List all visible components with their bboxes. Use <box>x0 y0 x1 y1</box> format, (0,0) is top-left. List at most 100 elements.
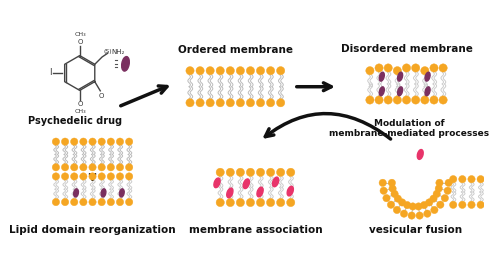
Circle shape <box>80 198 87 206</box>
Circle shape <box>98 173 106 180</box>
Circle shape <box>384 64 392 72</box>
Ellipse shape <box>398 72 402 81</box>
Ellipse shape <box>418 150 423 159</box>
Circle shape <box>98 164 106 171</box>
Circle shape <box>436 179 443 186</box>
Circle shape <box>286 168 295 177</box>
Circle shape <box>226 168 234 177</box>
Circle shape <box>445 179 452 186</box>
Circle shape <box>236 198 244 207</box>
Circle shape <box>400 210 407 217</box>
Circle shape <box>415 203 422 210</box>
Text: Ordered membrane: Ordered membrane <box>178 45 293 55</box>
Circle shape <box>196 99 204 107</box>
Circle shape <box>216 198 224 207</box>
Circle shape <box>430 96 438 104</box>
Circle shape <box>388 201 394 208</box>
Circle shape <box>116 173 123 180</box>
Circle shape <box>186 67 194 75</box>
Circle shape <box>412 96 420 104</box>
Circle shape <box>424 210 431 217</box>
Text: Psychedelic drug: Psychedelic drug <box>28 116 122 126</box>
Circle shape <box>430 195 437 202</box>
Circle shape <box>62 173 68 180</box>
Circle shape <box>98 198 106 206</box>
Circle shape <box>107 173 114 180</box>
Ellipse shape <box>380 72 384 81</box>
Circle shape <box>394 195 402 202</box>
Text: membrane association: membrane association <box>188 225 322 235</box>
Circle shape <box>450 201 457 209</box>
Circle shape <box>441 195 448 202</box>
Circle shape <box>366 67 374 75</box>
Ellipse shape <box>214 178 220 188</box>
Circle shape <box>216 168 224 177</box>
Circle shape <box>439 96 448 104</box>
Ellipse shape <box>380 87 384 96</box>
Text: Disordered membrane: Disordered membrane <box>340 44 472 54</box>
Text: NH₂: NH₂ <box>112 49 124 55</box>
Circle shape <box>393 96 402 104</box>
Circle shape <box>416 212 424 219</box>
Circle shape <box>276 67 285 75</box>
Circle shape <box>89 164 96 171</box>
Ellipse shape <box>287 186 294 196</box>
Circle shape <box>256 67 264 75</box>
Circle shape <box>62 164 68 171</box>
Text: O: O <box>78 101 84 107</box>
Circle shape <box>52 164 60 171</box>
Circle shape <box>266 99 274 107</box>
Circle shape <box>256 168 264 177</box>
Ellipse shape <box>226 188 233 198</box>
Circle shape <box>98 138 106 145</box>
Circle shape <box>107 164 114 171</box>
Circle shape <box>477 201 484 209</box>
Circle shape <box>246 67 254 75</box>
Circle shape <box>256 198 264 207</box>
Text: (S): (S) <box>104 49 112 54</box>
Circle shape <box>388 179 396 186</box>
Circle shape <box>276 168 285 177</box>
Circle shape <box>433 190 440 198</box>
Circle shape <box>458 201 466 209</box>
Circle shape <box>384 96 392 104</box>
Circle shape <box>52 173 60 180</box>
Circle shape <box>276 198 285 207</box>
Ellipse shape <box>74 189 78 197</box>
Circle shape <box>383 195 390 202</box>
Circle shape <box>226 198 234 207</box>
Circle shape <box>420 96 429 104</box>
Circle shape <box>402 64 410 72</box>
Circle shape <box>420 201 428 209</box>
Ellipse shape <box>257 187 263 197</box>
Circle shape <box>246 168 254 177</box>
Circle shape <box>468 201 475 209</box>
Circle shape <box>236 168 244 177</box>
Circle shape <box>450 176 457 183</box>
Circle shape <box>62 138 68 145</box>
Circle shape <box>276 99 285 107</box>
Circle shape <box>458 176 466 183</box>
Ellipse shape <box>101 189 106 197</box>
Circle shape <box>398 199 406 206</box>
Circle shape <box>89 173 96 180</box>
Circle shape <box>256 99 264 107</box>
Circle shape <box>404 201 411 209</box>
Circle shape <box>402 96 410 104</box>
Circle shape <box>186 99 194 107</box>
Text: vesicular fusion: vesicular fusion <box>369 225 462 235</box>
Circle shape <box>226 99 234 107</box>
Circle shape <box>412 64 420 72</box>
Circle shape <box>394 206 400 214</box>
Circle shape <box>366 96 374 104</box>
Text: CH₃: CH₃ <box>75 32 86 37</box>
Circle shape <box>375 96 383 104</box>
Circle shape <box>89 138 96 145</box>
Circle shape <box>391 190 398 198</box>
Circle shape <box>226 67 234 75</box>
Circle shape <box>393 67 402 75</box>
Circle shape <box>206 67 214 75</box>
Circle shape <box>107 138 114 145</box>
Circle shape <box>52 198 60 206</box>
Circle shape <box>266 198 274 207</box>
